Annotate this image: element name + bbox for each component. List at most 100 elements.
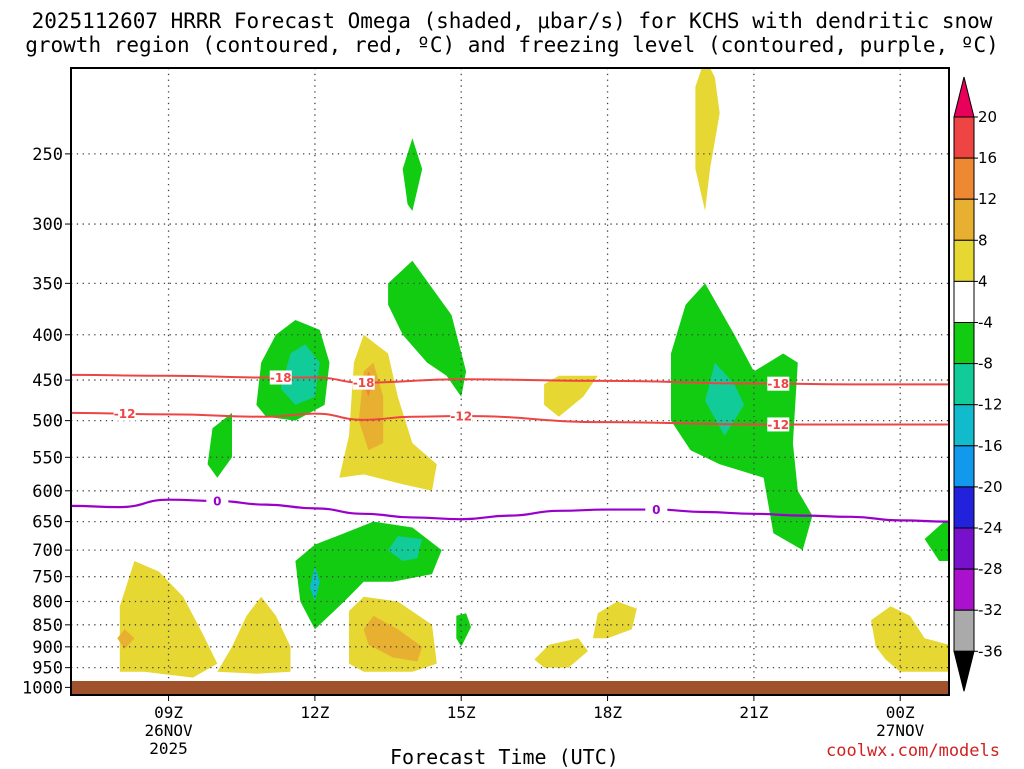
contour-label-bg-0C	[206, 493, 229, 508]
y-tick-label-1000: 1000	[22, 678, 63, 698]
y-tick-label-300: 300	[32, 215, 63, 235]
colorbar-band-11	[953, 568, 975, 611]
temperature-contours: -18 -18 -18 -12 -12 -12 0 0	[71, 370, 949, 523]
colorbar-band-2	[953, 198, 975, 241]
colorbar-label-1: 16	[978, 149, 997, 167]
plot-background	[71, 68, 949, 695]
upward-core-11z	[280, 344, 320, 405]
contour-label-0C: 0	[213, 494, 221, 508]
colorbar-band-12	[953, 609, 975, 652]
colorbar-band-9	[953, 486, 975, 529]
downward-cell-10z	[217, 596, 291, 674]
upward-cell-15z	[456, 613, 471, 647]
colorbar-band-5	[953, 322, 975, 365]
y-tick-label-250: 250	[32, 145, 63, 165]
y-tick-label-800: 800	[32, 593, 63, 613]
contour-label--18C: -18	[767, 377, 789, 391]
x-tick-date-09Z: 26NOV	[144, 721, 193, 740]
downward-cell-24z	[871, 606, 949, 672]
chart-title-line2: growth region (contoured, red, ºC) and f…	[25, 33, 999, 57]
contour-label-bg--12C	[113, 406, 136, 421]
contour-label-0C: 0	[652, 503, 660, 517]
ground-bar	[71, 681, 949, 695]
colorbar-bottom-arrow	[953, 650, 975, 692]
colorbar-band-8	[953, 445, 975, 488]
colorbar-label-3: 8	[978, 231, 988, 249]
colorbar-label-12: -32	[978, 601, 1003, 619]
contour-label-bg-0C	[645, 502, 668, 517]
downward-cell-17z-mid	[544, 375, 598, 417]
x-tick-label-12Z: 12Z	[300, 703, 329, 722]
y-tick-label-600: 600	[32, 482, 63, 502]
colorbar-label-13: -36	[978, 642, 1003, 660]
colorbar-band-3	[953, 239, 975, 282]
y-tick-label-650: 650	[32, 513, 63, 533]
contour--18C	[71, 373, 949, 386]
chart-title-line1: 2025112607 HRRR Forecast Omega (shaded, …	[31, 9, 993, 33]
y-tick-label-700: 700	[32, 541, 63, 561]
colorbar-top-arrow	[953, 76, 975, 118]
contour-label--12C: -12	[114, 407, 136, 421]
x-tick-label-21Z: 21Z	[739, 703, 768, 722]
omega-shading	[117, 68, 949, 678]
upward-core-12z	[310, 566, 320, 602]
upward-cell-10z	[207, 412, 232, 478]
colorbar-label-0: 20	[978, 108, 997, 126]
colorbar-band-1	[953, 157, 975, 200]
contour-label-bg--18C	[269, 370, 292, 385]
colorbar-label-11: -28	[978, 560, 1003, 578]
colorbar-label-5: -4	[978, 314, 993, 332]
downward-cell-18z	[592, 601, 637, 639]
downward-cell-17z-low	[534, 638, 588, 668]
colorbar-band-0	[953, 116, 975, 159]
x-tick-label-09Z: 09Z	[154, 703, 183, 722]
contour-label-bg--12C	[767, 417, 790, 432]
colorbar-band-7	[953, 404, 975, 447]
x-tick-label-18Z: 18Z	[593, 703, 622, 722]
y-tick-label-500: 500	[32, 412, 63, 432]
x-tick-label-15Z: 15Z	[447, 703, 476, 722]
upward-cell-21z	[671, 283, 813, 551]
contour-label--12C: -12	[450, 409, 472, 423]
colorbar: 20 16 12 8 4 -4 -8 -12 -16 -20 -24 -28 -32 -36	[953, 76, 1003, 692]
colorbar-label-2: 12	[978, 190, 997, 208]
upward-cell-late	[924, 521, 949, 561]
upward-core-20z	[705, 362, 745, 436]
colorbar-label-4: 4	[978, 272, 988, 290]
upward-cell-14z-mid	[388, 260, 467, 397]
contour-label--18C: -18	[270, 371, 292, 385]
x-tick-date-00Z: 27NOV	[876, 721, 925, 740]
downward-core-13z-low	[363, 615, 423, 662]
y-axis: 2503003504004505005506006507007508008509…	[22, 145, 71, 698]
x-tick-label-00Z: 00Z	[886, 703, 915, 722]
colorbar-label-10: -24	[978, 519, 1003, 537]
colorbar-band-10	[953, 527, 975, 570]
y-tick-label-350: 350	[32, 274, 63, 294]
source-link[interactable]: coolwx.com/models	[826, 741, 1000, 761]
y-tick-label-750: 750	[32, 568, 63, 588]
y-tick-label-950: 950	[32, 659, 63, 679]
colorbar-label-8: -16	[978, 437, 1003, 455]
contour-label--18C: -18	[353, 376, 375, 390]
colorbar-label-6: -8	[978, 355, 993, 373]
contour-label-bg--18C	[767, 376, 790, 391]
downward-core-8z	[117, 629, 135, 649]
y-tick-label-400: 400	[32, 326, 63, 346]
y-tick-label-550: 550	[32, 448, 63, 468]
upward-core-14z	[388, 536, 423, 561]
y-tick-label-850: 850	[32, 616, 63, 636]
colorbar-band-6	[953, 363, 975, 406]
contour--12C	[71, 411, 949, 426]
colorbar-label-9: -20	[978, 478, 1003, 496]
upward-cell-14z-top	[402, 138, 423, 211]
contour-label--12C: -12	[767, 418, 789, 432]
contour-label-bg--18C	[352, 375, 375, 390]
y-tick-label-900: 900	[32, 638, 63, 658]
x-axis-title: Forecast Time (UTC)	[390, 745, 619, 769]
y-tick-label-450: 450	[32, 371, 63, 391]
downward-cell-20z-top	[695, 68, 720, 211]
plot-frame	[70, 67, 950, 696]
colorbar-label-7: -12	[978, 396, 1003, 414]
contour-label-bg--12C	[450, 408, 473, 423]
